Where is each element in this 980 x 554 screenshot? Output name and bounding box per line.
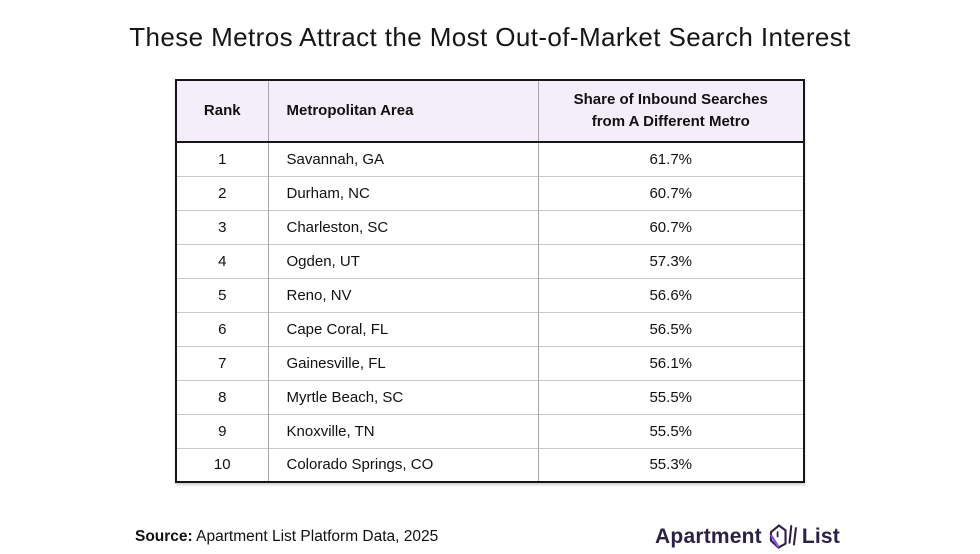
rank-cell: 7: [176, 345, 268, 380]
share-cell: 57.3%: [537, 243, 804, 278]
page-title: These Metros Attract the Most Out-of-Mar…: [129, 22, 851, 52]
metro-cell: Colorado Springs, CO: [267, 447, 538, 482]
table-row: 10 Colorado Springs, CO 55.3%: [176, 447, 804, 482]
source-text: Apartment List Platform Data, 2025: [192, 528, 439, 545]
table-row: 8 Myrtle Beach, SC 55.5%: [176, 379, 804, 414]
metro-cell: Savannah, GA: [267, 142, 538, 176]
share-cell: 61.7%: [537, 142, 804, 176]
metro-cell: Knoxville, TN: [267, 413, 538, 448]
metro-cell: Myrtle Beach, SC: [267, 379, 538, 414]
share-cell: 56.5%: [537, 311, 804, 346]
metro-cell: Cape Coral, FL: [267, 311, 538, 346]
metro-cell: Reno, NV: [267, 277, 538, 312]
metro-cell: Gainesville, FL: [267, 345, 538, 380]
metro-cell: Durham, NC: [267, 175, 538, 210]
metro-cell: Ogden, UT: [267, 243, 538, 278]
table-row: 4 Ogden, UT 57.3%: [176, 243, 804, 278]
header-row: Rank Metropolitan Area Share of Inbound …: [176, 80, 804, 143]
logo-word-apartment: Apartment: [655, 525, 762, 548]
infographic-page: These Metros Attract the Most Out-of-Mar…: [0, 22, 980, 554]
table-row: 3 Charleston, SC 60.7%: [176, 209, 804, 244]
table-row: 2 Durham, NC 60.7%: [176, 175, 804, 210]
table-header: Rank Metropolitan Area Share of Inbound …: [176, 80, 804, 143]
rank-cell: 9: [176, 413, 268, 448]
column-header-rank: Rank: [176, 80, 268, 143]
logo-word-list: List: [801, 525, 840, 548]
source-label: Source:: [135, 528, 193, 545]
table-row: 9 Knoxville, TN 55.5%: [176, 413, 804, 448]
rank-cell: 10: [176, 447, 268, 482]
share-cell: 60.7%: [537, 175, 804, 210]
table-row: 7 Gainesville, FL 56.1%: [176, 345, 804, 380]
rank-cell: 3: [176, 209, 268, 244]
share-cell: 55.5%: [537, 413, 804, 448]
table-row: 6 Cape Coral, FL 56.5%: [176, 311, 804, 346]
footer: Source: Apartment List Platform Data, 20…: [0, 522, 980, 552]
source-note: Source: Apartment List Platform Data, 20…: [135, 528, 438, 546]
share-cell: 56.6%: [537, 277, 804, 312]
rank-cell: 8: [176, 379, 268, 414]
column-header-share: Share of Inbound Searches from A Differe…: [537, 80, 804, 143]
rank-cell: 2: [176, 175, 268, 210]
rank-cell: 6: [176, 311, 268, 346]
rank-cell: 4: [176, 243, 268, 278]
column-header-metro: Metropolitan Area: [267, 80, 538, 143]
metro-cell: Charleston, SC: [267, 209, 538, 244]
rank-cell: 1: [218, 150, 227, 168]
apartment-list-house-icon: [767, 522, 797, 552]
share-cell: 55.5%: [537, 379, 804, 414]
share-cell: 60.7%: [537, 209, 804, 244]
share-cell: 55.3%: [537, 447, 804, 482]
rank-cell: 5: [176, 277, 268, 312]
share-cell: 56.1%: [537, 345, 804, 380]
table-body: 1 Savannah, GA 61.7% 2 Durham, NC 60.7% …: [176, 142, 804, 482]
table-row: 5 Reno, NV 56.6%: [176, 277, 804, 312]
apartment-list-logo: Apartment List: [655, 522, 840, 552]
metro-search-table: Rank Metropolitan Area Share of Inbound …: [175, 79, 805, 483]
table-row: 1 Savannah, GA 61.7%: [176, 142, 804, 176]
